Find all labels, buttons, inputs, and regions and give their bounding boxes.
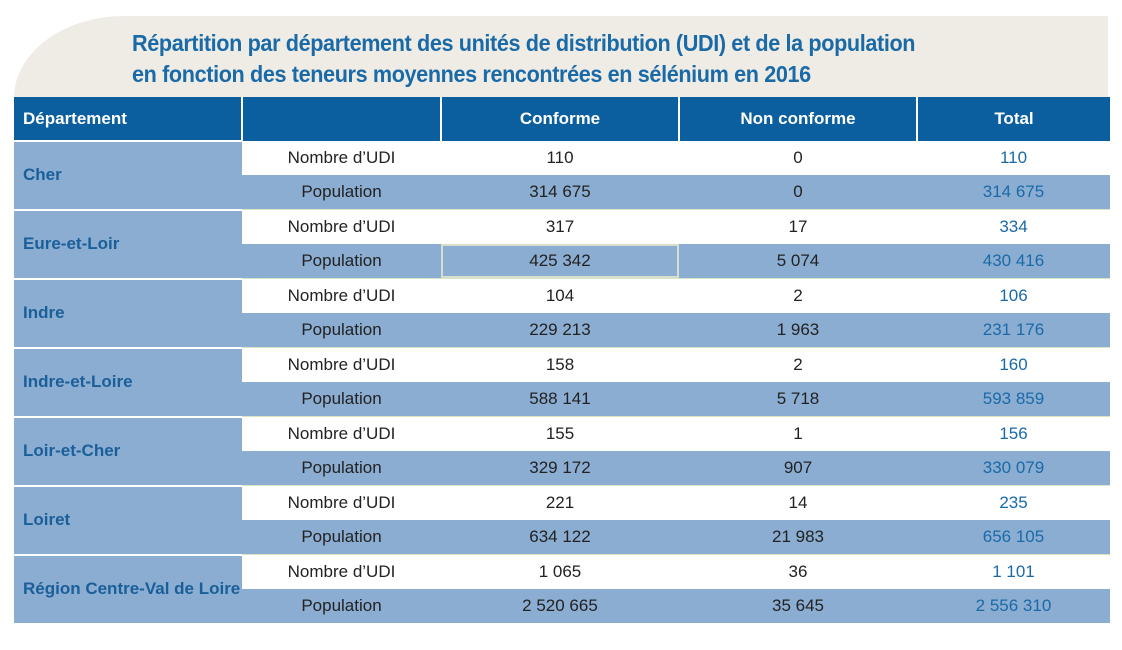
department-cell: Région Centre-Val de Loire: [14, 553, 242, 623]
population-non-conforme-cell: 0: [679, 175, 917, 210]
chart-title-line-2: en fonction des teneurs moyennes rencont…: [132, 61, 811, 87]
udi-non-conforme-cell: 1: [679, 416, 917, 451]
table-row-population: Population 634 122 21 983 656 105: [14, 520, 1110, 555]
population-conforme-cell: 314 675: [441, 175, 679, 210]
row-label-population: Population: [242, 520, 441, 555]
population-total-cell: 656 105: [917, 520, 1110, 555]
udi-total-cell: 156: [917, 416, 1110, 451]
population-conforme-cell: 229 213: [441, 313, 679, 348]
table-row-udi: Eure-et-Loir Nombre d’UDI 317 17 334: [14, 208, 1110, 279]
population-non-conforme-cell: 21 983: [679, 520, 917, 555]
population-total-cell: 430 416: [917, 244, 1110, 279]
row-label-udi: Nombre d’UDI: [242, 278, 441, 313]
row-label-population: Population: [242, 175, 441, 210]
udi-conforme-cell: 221: [441, 485, 679, 520]
population-non-conforme-cell: 5 718: [679, 382, 917, 417]
row-label-population: Population: [242, 589, 441, 623]
department-cell: Eure-et-Loir: [14, 208, 242, 279]
row-label-udi: Nombre d’UDI: [242, 485, 441, 520]
row-label-population: Population: [242, 244, 441, 279]
udi-total-cell: 1 101: [917, 554, 1110, 589]
population-total-cell: 330 079: [917, 451, 1110, 486]
chart-title: Répartition par département des unités d…: [132, 28, 1034, 90]
udi-conforme-cell: 155: [441, 416, 679, 451]
udi-non-conforme-cell: 36: [679, 554, 917, 589]
udi-conforme-cell: 1 065: [441, 554, 679, 589]
row-label-population: Population: [242, 382, 441, 417]
udi-total-cell: 110: [917, 141, 1110, 175]
population-conforme-cell: 634 122: [441, 520, 679, 555]
population-conforme-cell: 588 141: [441, 382, 679, 417]
population-non-conforme-cell: 1 963: [679, 313, 917, 348]
table-row-population: Population 329 172 907 330 079: [14, 451, 1110, 486]
table-row-udi: Loiret Nombre d’UDI 221 14 235: [14, 484, 1110, 555]
udi-non-conforme-cell: 17: [679, 209, 917, 244]
table-row-population: Population 588 141 5 718 593 859: [14, 382, 1110, 417]
row-label-population: Population: [242, 313, 441, 348]
udi-non-conforme-cell: 0: [679, 141, 917, 175]
udi-non-conforme-cell: 2: [679, 278, 917, 313]
department-cell: Indre-et-Loire: [14, 346, 242, 417]
row-label-udi: Nombre d’UDI: [242, 554, 441, 589]
population-total-cell: 593 859: [917, 382, 1110, 417]
table-row-udi: Indre-et-Loire Nombre d’UDI 158 2 160: [14, 346, 1110, 417]
population-conforme-cell: 2 520 665: [441, 589, 679, 623]
table-body: Cher Nombre d’UDI 110 0 110 Population 314 675…: [14, 140, 1110, 623]
udi-conforme-cell: 104: [441, 278, 679, 313]
population-non-conforme-cell: 907: [679, 451, 917, 486]
udi-conforme-cell: 317: [441, 209, 679, 244]
department-cell: Cher: [14, 140, 242, 210]
udi-conforme-cell: 158: [441, 347, 679, 382]
department-cell: Indre: [14, 277, 242, 348]
table-row-udi: Région Centre-Val de Loire Nombre d’UDI 1 …: [14, 553, 1110, 623]
population-non-conforme-cell: 35 645: [679, 589, 917, 623]
udi-non-conforme-cell: 14: [679, 485, 917, 520]
udi-total-cell: 106: [917, 278, 1110, 313]
header-non-conforme: Non conforme: [678, 97, 917, 141]
row-label-udi: Nombre d’UDI: [242, 347, 441, 382]
department-cell: Loiret: [14, 484, 242, 555]
table-row-udi: Cher Nombre d’UDI 110 0 110: [14, 140, 1110, 210]
row-label-population: Population: [242, 451, 441, 486]
population-non-conforme-cell: 5 074: [679, 244, 917, 279]
table-row-population: Population 229 213 1 963 231 176: [14, 313, 1110, 348]
udi-total-cell: 235: [917, 485, 1110, 520]
udi-total-cell: 334: [917, 209, 1110, 244]
udi-conforme-cell: 110: [441, 141, 679, 175]
row-label-udi: Nombre d’UDI: [242, 209, 441, 244]
table-row-population: Population 425 342 5 074 430 416: [14, 244, 1110, 279]
header-row-type: [241, 97, 441, 141]
row-label-udi: Nombre d’UDI: [242, 416, 441, 451]
row-label-udi: Nombre d’UDI: [242, 141, 441, 175]
udi-total-cell: 160: [917, 347, 1110, 382]
population-total-cell: 314 675: [917, 175, 1110, 210]
header-total: Total: [916, 97, 1110, 141]
chart-title-line-1: Répartition par département des unités d…: [132, 30, 916, 56]
header-conforme: Conforme: [440, 97, 679, 141]
header-departement: Département: [14, 97, 242, 141]
table-row-udi: Indre Nombre d’UDI 104 2 106: [14, 277, 1110, 348]
table-row-udi: Loir-et-Cher Nombre d’UDI 155 1 156: [14, 415, 1110, 486]
department-cell: Loir-et-Cher: [14, 415, 242, 486]
population-conforme-cell: 329 172: [441, 451, 679, 486]
population-conforme-cell: 425 342: [441, 244, 679, 279]
udi-non-conforme-cell: 2: [679, 347, 917, 382]
table-row-population: Population 314 675 0 314 675: [14, 175, 1110, 210]
table-row-population: Population 2 520 665 35 645 2 556 310: [14, 589, 1110, 623]
data-table: Département Conforme Non conforme Total …: [14, 97, 1110, 623]
table-header-row: Département Conforme Non conforme Total: [14, 97, 1110, 141]
population-total-cell: 2 556 310: [917, 589, 1110, 623]
population-total-cell: 231 176: [917, 313, 1110, 348]
